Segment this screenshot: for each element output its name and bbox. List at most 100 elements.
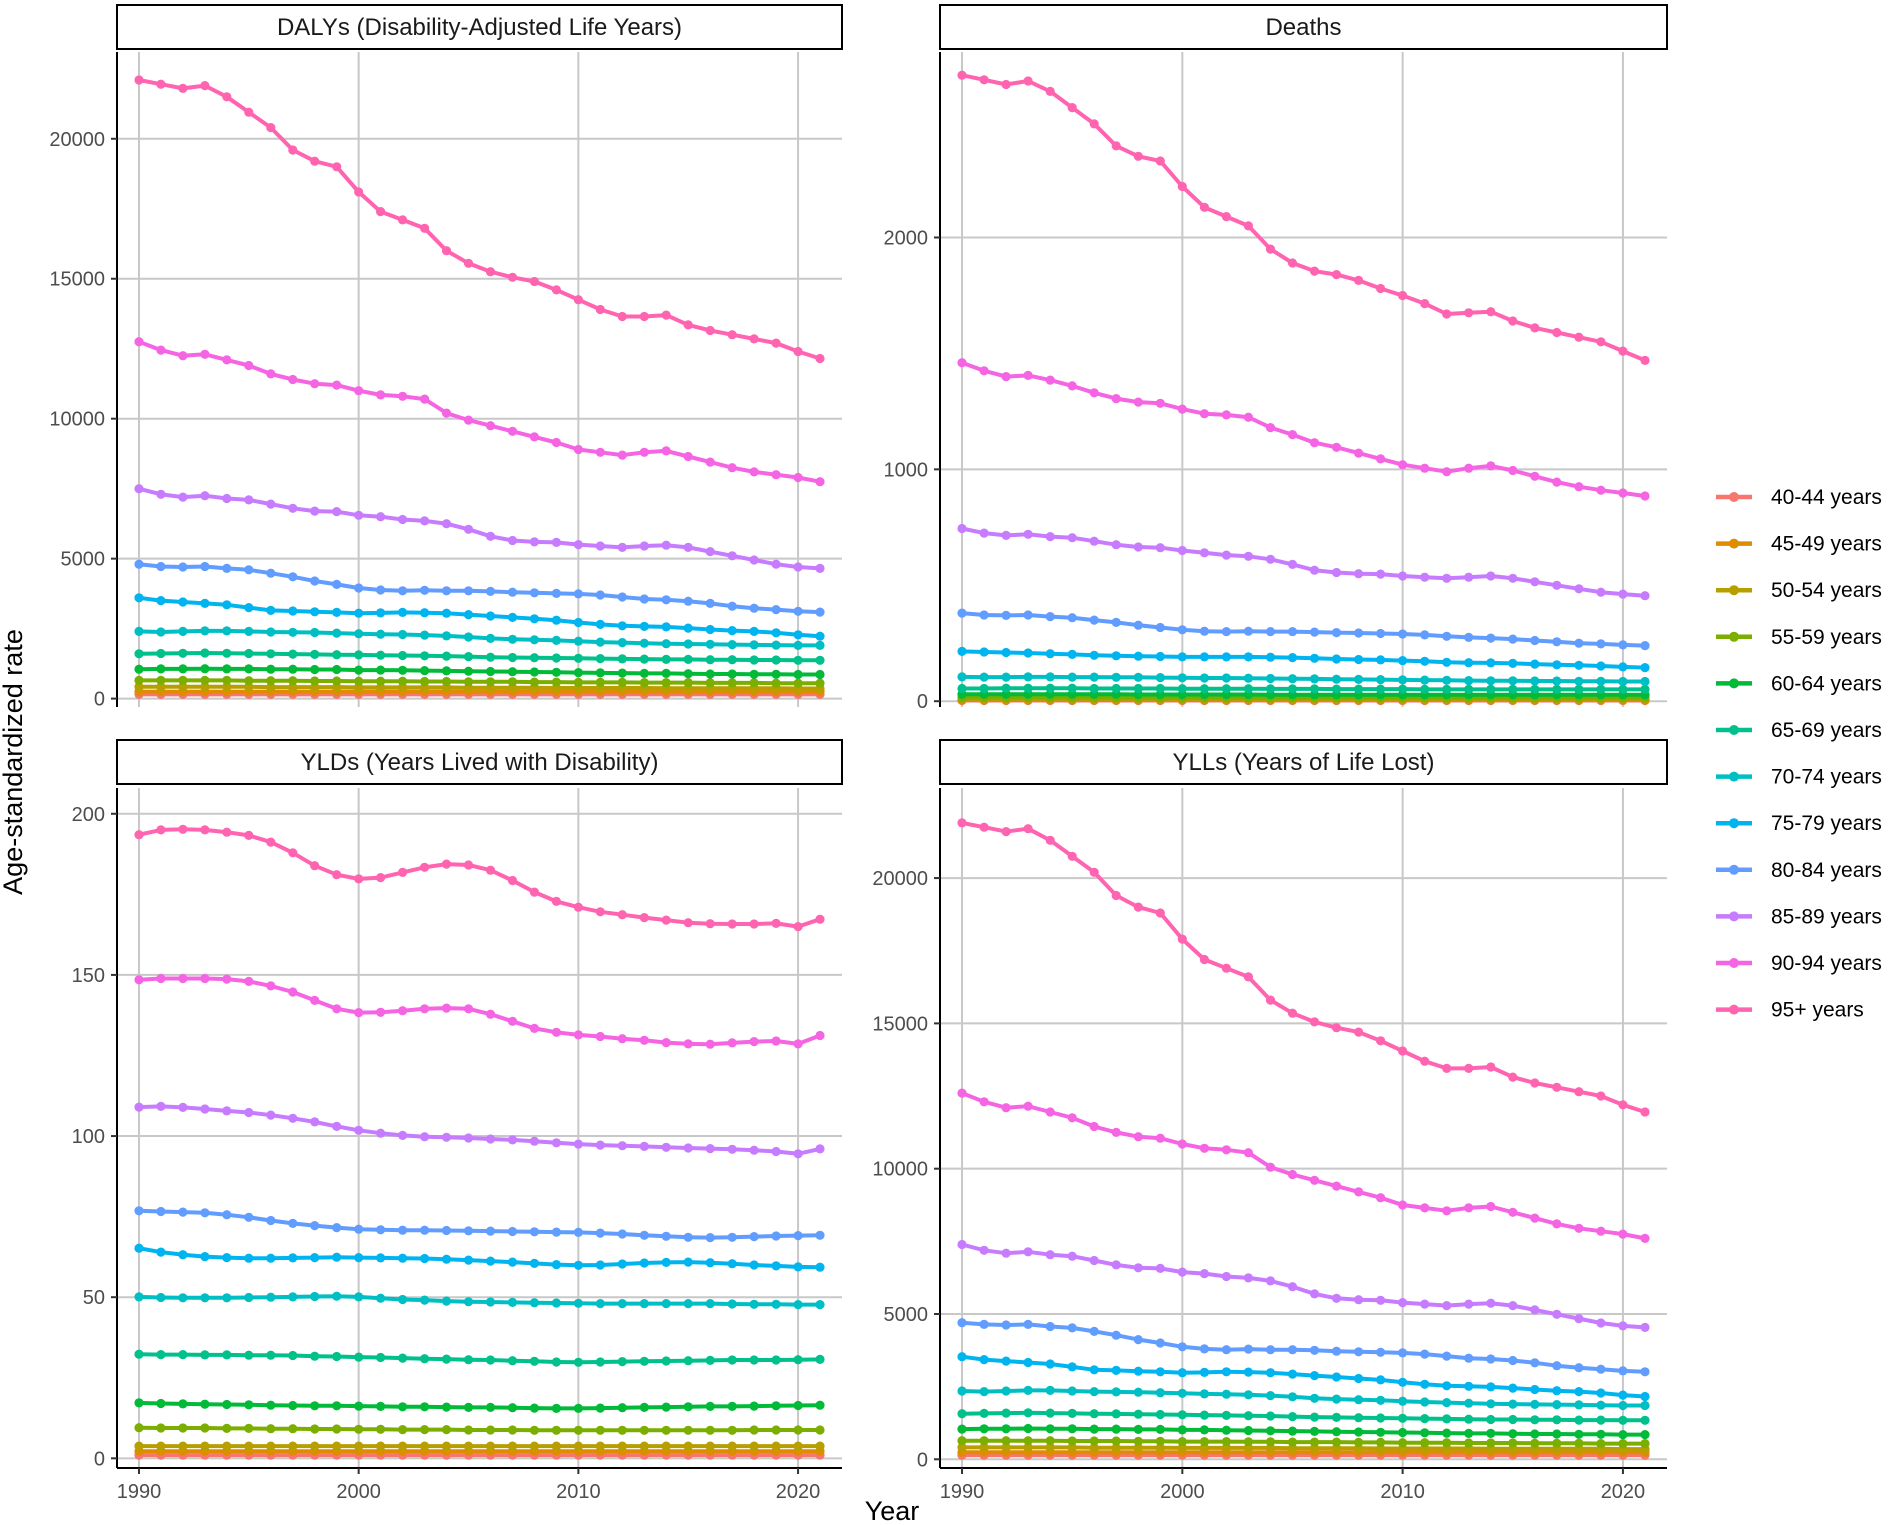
data-point	[1287, 684, 1298, 694]
data-point	[178, 1423, 188, 1433]
data-point	[815, 353, 825, 364]
data-point	[1111, 1436, 1121, 1446]
data-point	[617, 668, 627, 678]
data-point	[1354, 1427, 1364, 1437]
data-point	[979, 672, 989, 682]
data-point	[244, 603, 254, 613]
data-point	[354, 1401, 364, 1411]
data-point	[507, 1425, 518, 1435]
data-point	[200, 1252, 210, 1262]
data-point	[1133, 672, 1143, 682]
data-point	[1199, 684, 1209, 694]
data-point	[661, 622, 671, 632]
data-point	[1574, 1415, 1584, 1425]
data-point	[1640, 1430, 1650, 1440]
data-point	[441, 246, 452, 256]
data-point	[507, 634, 518, 644]
series-85-89-years	[134, 1101, 825, 1159]
data-point	[1640, 591, 1650, 601]
data-point	[661, 1356, 671, 1366]
series-90-94-years	[134, 973, 825, 1049]
data-point	[727, 463, 737, 473]
data-point	[507, 426, 518, 436]
data-point	[200, 973, 210, 984]
series-layer	[134, 824, 825, 1460]
data-point	[1331, 674, 1342, 684]
data-point	[1376, 655, 1386, 665]
data-point	[1067, 1386, 1077, 1396]
data-point	[244, 1253, 254, 1263]
data-point	[288, 848, 298, 858]
data-point	[617, 1425, 627, 1435]
data-point	[1045, 1408, 1055, 1418]
data-point	[376, 207, 386, 217]
data-point	[1067, 851, 1077, 861]
legend-label: 45-49 years	[1771, 533, 1882, 556]
data-point	[639, 668, 649, 679]
data-point	[1398, 1298, 1408, 1308]
data-point	[529, 1356, 540, 1366]
data-point	[1155, 1367, 1165, 1377]
data-point	[661, 678, 671, 688]
data-point	[529, 1441, 540, 1451]
data-point	[1331, 1023, 1342, 1033]
data-point	[1243, 673, 1253, 683]
y-tick-label: 10000	[49, 409, 105, 431]
data-point	[200, 682, 210, 692]
data-point	[1508, 1355, 1518, 1366]
data-point	[1243, 1273, 1253, 1283]
data-point	[1067, 1251, 1077, 1261]
data-point	[222, 1423, 232, 1433]
data-point	[979, 75, 989, 85]
data-point	[485, 1355, 496, 1365]
data-point	[441, 1425, 452, 1435]
data-point	[1133, 651, 1143, 661]
data-point	[1023, 529, 1033, 539]
data-point	[1486, 1438, 1496, 1448]
data-point	[1177, 1410, 1187, 1420]
data-point	[595, 637, 605, 647]
data-point	[441, 408, 452, 418]
data-point	[310, 676, 320, 686]
data-point	[222, 563, 232, 574]
data-point	[463, 1255, 474, 1265]
data-point	[727, 1355, 737, 1365]
data-point	[1133, 1387, 1143, 1397]
data-point	[310, 995, 320, 1006]
data-point	[156, 627, 166, 637]
data-point	[156, 648, 166, 659]
data-point	[1530, 1429, 1540, 1439]
data-point	[420, 1225, 430, 1235]
data-point	[1552, 477, 1562, 487]
data-point	[639, 654, 649, 664]
panel-title: DALYs (Disability-Adjusted Life Years)	[277, 14, 682, 41]
data-point	[1243, 626, 1253, 636]
data-point	[551, 285, 562, 295]
data-point	[156, 1423, 166, 1433]
data-point	[485, 677, 496, 687]
data-point	[420, 630, 430, 640]
data-point	[957, 523, 967, 534]
data-point	[957, 1239, 967, 1250]
data-point	[1221, 652, 1231, 662]
data-point	[661, 595, 671, 605]
data-point	[1287, 1426, 1298, 1436]
data-point	[1508, 1301, 1518, 1311]
data-point	[1089, 1409, 1099, 1419]
data-point	[1530, 676, 1540, 686]
data-point	[1486, 1062, 1496, 1072]
data-point	[1376, 1437, 1386, 1447]
data-point	[1177, 1388, 1187, 1398]
data-point	[1530, 577, 1540, 587]
data-point	[441, 859, 452, 869]
data-point	[529, 1403, 540, 1413]
data-point	[1155, 908, 1165, 918]
data-point	[1552, 684, 1562, 695]
data-point	[1574, 1429, 1584, 1439]
data-point	[595, 1031, 605, 1042]
data-point	[463, 1441, 474, 1451]
data-point	[979, 1097, 989, 1107]
data-point	[1177, 625, 1187, 635]
data-point	[1155, 1388, 1165, 1398]
data-point	[1221, 1345, 1231, 1355]
